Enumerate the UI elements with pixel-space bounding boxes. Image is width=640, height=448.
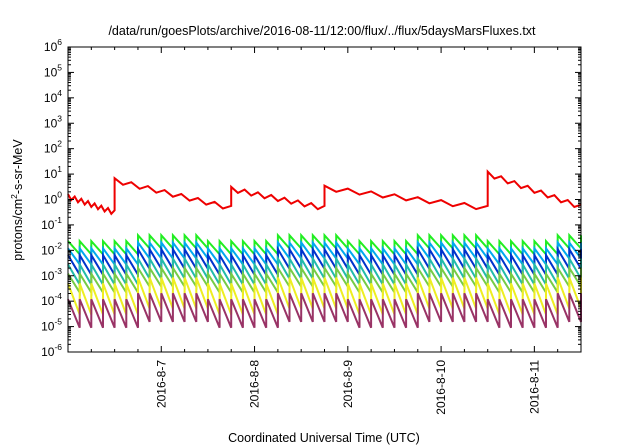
y-tick-label: 105 (44, 62, 62, 79)
y-axis-label-post: -s-sr-MeV (11, 139, 25, 195)
y-tick-exponent: 0 (57, 190, 62, 200)
y-tick-label: 10-2 (41, 240, 62, 257)
y-tick-base: 10 (44, 193, 58, 207)
y-tick-exponent: 3 (57, 113, 62, 123)
y-tick-exponent: -6 (54, 342, 62, 352)
series-line-7 (67, 277, 582, 315)
x-tick-label: 2016-8-10 (434, 360, 448, 415)
x-tick-label: 2016-8-9 (341, 360, 355, 408)
y-axis: 10-610-510-410-310-210-11001011021031041… (41, 37, 581, 359)
series-line-3 (67, 239, 582, 268)
y-tick-base: 10 (44, 142, 58, 156)
series-line-1 (67, 169, 582, 216)
y-tick-exponent: -1 (54, 215, 62, 225)
x-axis: 2016-8-7 2016-8-8 2016-8-9 2016-8-10 2016-8-… (67, 47, 582, 415)
y-tick-base: 10 (41, 269, 55, 283)
series-line-8 (67, 292, 582, 329)
series-line-6 (67, 264, 582, 297)
y-tick-label: 10-1 (41, 215, 62, 232)
y-tick-label: 106 (44, 37, 62, 54)
x-tick-label: 2016-8-8 (248, 360, 262, 408)
y-tick-label: 104 (44, 88, 62, 105)
y-tick-base: 10 (41, 218, 55, 232)
y-tick-exponent: -4 (54, 291, 62, 301)
y-tick-base: 10 (41, 320, 55, 334)
y-tick-exponent: -5 (54, 317, 62, 327)
y-tick-label: 10-3 (41, 266, 62, 283)
y-tick-label: 103 (44, 113, 62, 130)
series-line-5 (67, 254, 582, 289)
series-line-4 (67, 245, 582, 279)
y-tick-exponent: 1 (57, 164, 62, 174)
y-axis-label-sup: 2 (9, 194, 19, 199)
y-tick-exponent: 5 (57, 62, 62, 72)
x-tick-label: 2016-8-11 (527, 360, 541, 414)
y-tick-exponent: -2 (54, 240, 62, 250)
x-axis-label: Coordinated Universal Time (UTC) (228, 431, 420, 445)
y-tick-label: 102 (44, 139, 62, 156)
x-tick-label: 2016-8-7 (154, 360, 168, 408)
y-tick-label: 10-5 (41, 317, 62, 334)
y-tick-base: 10 (41, 345, 55, 359)
y-tick-base: 10 (41, 294, 55, 308)
chart-title: /data/run/goesPlots/archive/2016-08-11/1… (108, 24, 536, 38)
series-line-2 (67, 232, 582, 257)
y-tick-label: 100 (44, 190, 62, 207)
y-axis-label: protons/cm2-s-sr-MeV (9, 139, 25, 261)
y-tick-base: 10 (44, 167, 58, 181)
y-tick-label: 10-4 (41, 291, 62, 308)
y-tick-base: 10 (44, 116, 58, 130)
y-tick-exponent: -3 (54, 266, 62, 276)
y-tick-base: 10 (44, 40, 58, 54)
y-axis-label-pre: protons/cm (11, 199, 25, 261)
y-tick-exponent: 4 (57, 88, 62, 98)
y-tick-label: 10-6 (41, 342, 62, 359)
y-tick-base: 10 (41, 243, 55, 257)
y-tick-exponent: 6 (57, 37, 62, 47)
y-tick-exponent: 2 (57, 139, 62, 149)
y-tick-label: 101 (44, 164, 62, 181)
series-layer (67, 169, 582, 329)
y-tick-base: 10 (44, 91, 58, 105)
y-tick-base: 10 (44, 65, 58, 79)
